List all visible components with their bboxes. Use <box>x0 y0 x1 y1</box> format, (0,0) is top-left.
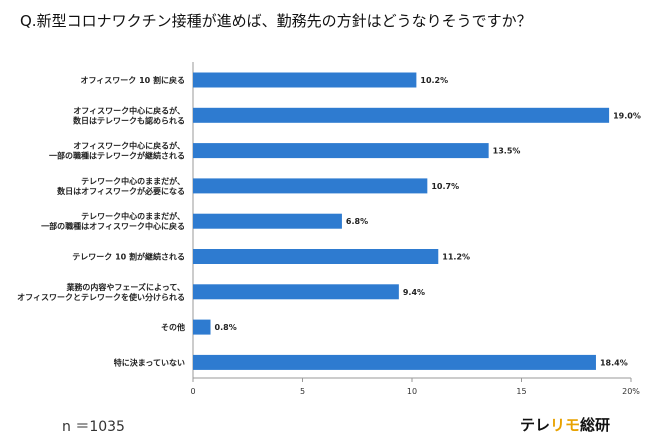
category-label-line: オフィスワーク中心に戻るが、 <box>73 105 185 115</box>
category-label: 特に決まっていない <box>114 357 185 367</box>
bar-value-label: 11.2% <box>442 253 470 262</box>
category-label-line: 数日はオフィスワークが必要になる <box>57 186 185 196</box>
category-label-line: テレワーク中心のままだが、 <box>81 211 185 221</box>
category-label: オフィスワーク中心に戻るが、数日はテレワークも認められる <box>73 105 185 125</box>
category-label-line: 一部の職種はオフィスワーク中心に戻る <box>41 221 185 231</box>
category-label: オフィスワーク 10 割に戻る <box>80 75 185 85</box>
chart-title: Q.新型コロナワクチン接種が進めば、勤務先の方針はどうなりそうですか？ <box>20 12 532 30</box>
logo-part-2: リモ <box>550 416 581 434</box>
bar-value-label: 0.8% <box>215 323 237 332</box>
sample-size-label: n ＝1035 <box>62 419 125 435</box>
bar <box>193 213 342 229</box>
bar-value-label: 6.8% <box>346 217 368 226</box>
category-label: 業務の内容やフェーズによって、オフィスワークとテレワークを使い分けられる <box>17 282 185 302</box>
bar <box>193 178 428 194</box>
logo-part-1: テレ <box>520 416 551 434</box>
category-label: その他 <box>161 322 185 332</box>
x-tick-label: 5 <box>300 387 305 396</box>
category-label-line: 数日はテレワークも認められる <box>73 115 185 125</box>
bar <box>193 319 211 335</box>
category-label-line: オフィスワーク 10 割に戻る <box>80 75 185 85</box>
logo-part-3: 総研 <box>580 416 611 434</box>
category-label: オフィスワーク中心に戻るが、一部の職種はテレワークが継続される <box>49 141 185 161</box>
bar <box>193 354 596 370</box>
bar-value-label: 18.4% <box>600 358 628 367</box>
bar-value-label: 10.7% <box>431 182 459 191</box>
category-label-line: オフィスワークとテレワークを使い分けられる <box>17 292 185 302</box>
category-label: テレワーク中心のままだが、数日はオフィスワークが必要になる <box>57 176 185 196</box>
category-label: テレワーク 10 割が継続される <box>72 252 185 262</box>
category-label-line: 一部の職種はテレワークが継続される <box>49 151 185 161</box>
bar-value-label: 9.4% <box>403 288 425 297</box>
category-label: テレワーク中心のままだが、一部の職種はオフィスワーク中心に戻る <box>41 211 185 231</box>
bar <box>193 249 439 264</box>
x-tick-label: 0 <box>190 387 195 396</box>
bar-value-label: 10.2% <box>420 76 448 85</box>
category-label-line: テレワーク中心のままだが、 <box>81 176 185 186</box>
bar-value-label: 19.0% <box>613 111 641 120</box>
bar <box>193 143 489 159</box>
bar <box>193 284 399 300</box>
bar <box>193 107 610 123</box>
category-label-line: テレワーク 10 割が継続される <box>72 252 185 262</box>
category-label-line: 特に決まっていない <box>114 357 185 367</box>
x-tick-label: 20% <box>622 387 640 396</box>
category-label-line: オフィスワーク中心に戻るが、 <box>73 141 185 151</box>
x-tick-label: 15 <box>516 387 526 396</box>
x-tick-label: 10 <box>407 387 417 396</box>
bar <box>193 72 417 88</box>
bar-value-label: 13.5% <box>493 147 521 156</box>
category-label-line: 業務の内容やフェーズによって、 <box>65 282 185 292</box>
brand-logo: テレリモ総研 <box>520 414 610 435</box>
category-label-line: その他 <box>161 322 185 332</box>
